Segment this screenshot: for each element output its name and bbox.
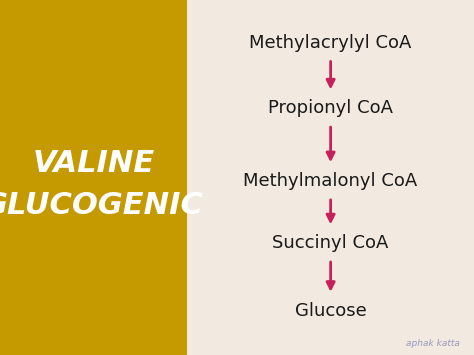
Bar [0,0,187,355]
Text: Succinyl CoA: Succinyl CoA [273,234,389,252]
Text: VALINE: VALINE [33,149,155,178]
Text: aphak katta: aphak katta [406,339,460,348]
Text: Glucose: Glucose [295,302,366,320]
Text: Methylmalonyl CoA: Methylmalonyl CoA [244,172,418,190]
Text: Propionyl CoA: Propionyl CoA [268,99,393,117]
Text: GLUCOGENIC: GLUCOGENIC [0,191,204,220]
Text: Methylacrylyl CoA: Methylacrylyl CoA [249,34,412,51]
Bar [187,0,474,355]
